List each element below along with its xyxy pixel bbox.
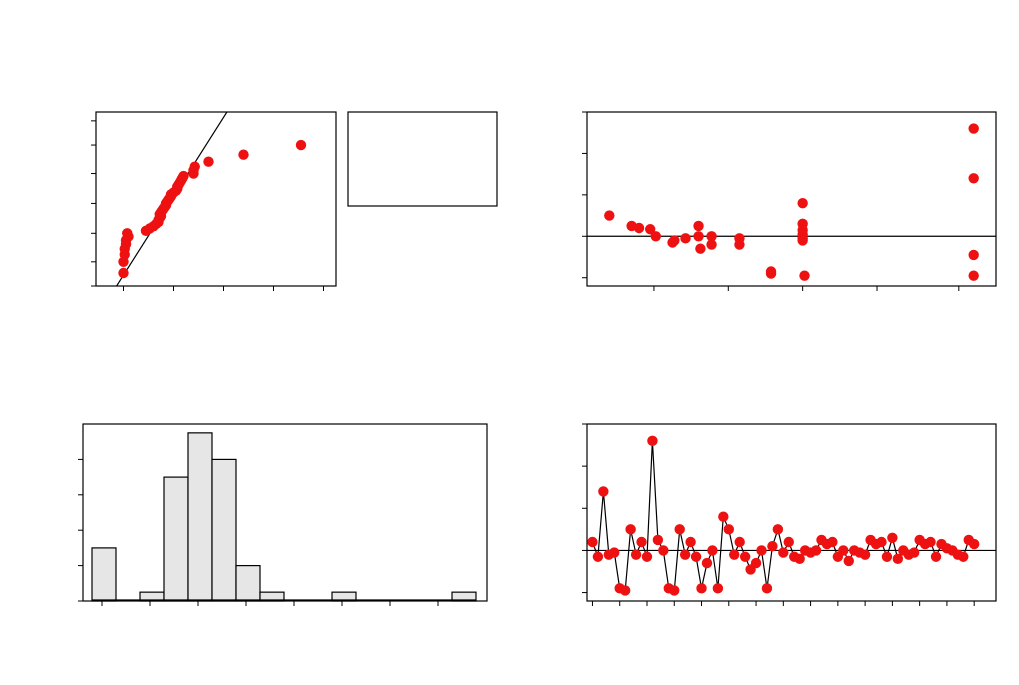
rvo-point [827,536,838,548]
rvo-point [669,585,680,596]
npp-point [238,149,249,160]
rvo-point [636,536,647,548]
hist-plot-frame [82,423,488,602]
rvo-point [685,536,696,548]
rvo-point [881,551,893,562]
legend-box [347,111,498,207]
rvf-point [706,231,717,242]
rvo-point [778,547,789,558]
histogram-bar [163,476,189,602]
rvf-point [693,220,704,232]
rvo-point [641,551,653,562]
rvo-point [696,583,707,594]
histogram-of-residuals [78,423,488,606]
rvo-point [729,549,740,560]
rvo-point [658,545,669,556]
rvo-point [712,583,724,594]
rvo-plot-frame [586,423,997,602]
rvo-point [794,553,805,565]
histogram-bar [211,458,237,602]
npp-point [122,228,133,239]
rvo-point [767,541,778,552]
rvo-point [679,549,691,560]
rvo-point [783,536,794,548]
rvo-point [909,547,920,558]
rvo-point [598,486,609,497]
rvo-point [592,551,604,562]
histogram-bar [259,591,285,602]
rvo-point [772,524,784,535]
npp-plot-frame [95,111,337,287]
rvf-point [669,235,680,246]
rvo-point [718,511,729,522]
rvo-point [843,555,854,567]
rvo-point [930,551,942,562]
rvf-plot-frame [586,111,997,287]
residuals-versus-fits-plot [582,111,997,291]
rvo-point [750,557,762,569]
rvo-point [761,583,773,594]
rvo-point [810,545,822,556]
rvf-point [968,249,979,261]
npp-point [189,161,200,172]
rvo-connecting-line [591,440,975,592]
npp-point [118,267,129,279]
rvf-point [650,231,661,242]
rvf-point [968,270,979,281]
normal-probability-plot [91,111,337,291]
rvf-point [693,231,704,242]
rvo-point [838,545,849,556]
rvo-point [887,532,898,543]
histogram-bar [235,564,261,602]
rvo-point [958,551,969,562]
rvo-point [630,549,642,560]
rvf-point [799,270,810,281]
rvo-point [734,536,745,548]
npp-point [203,156,214,167]
rvf-point [695,243,706,254]
rvf-point [797,197,808,209]
histogram-bar [331,591,357,602]
rvf-point [645,224,656,235]
rvo-point [925,536,936,548]
rvo-point [652,534,664,546]
rvo-point [739,551,751,562]
rvf-point [968,173,979,184]
rvo-point [690,551,702,562]
rvo-point [647,435,658,447]
rvf-point [765,266,777,277]
rvo-point [756,545,767,556]
residuals-versus-order-plot [582,423,997,606]
rvo-point [609,547,620,558]
rvf-point [797,235,808,246]
rvo-point [701,557,713,569]
rvo-point [892,553,904,565]
npp-point [178,170,189,182]
rvo-point [625,524,636,535]
rvf-point [633,222,645,234]
rvf-point [680,233,691,244]
rvo-point [619,585,631,596]
rvo-point [968,538,980,550]
rvo-point [723,524,734,535]
rvf-point [734,233,745,244]
rvo-point [859,549,871,560]
rvo-point [876,536,887,548]
rvf-point [706,239,717,250]
rvo-point [707,545,718,556]
npp-point [295,139,307,151]
rvf-point [968,123,979,134]
histogram-bar [451,591,477,602]
rvf-point [604,210,615,221]
histogram-bar [91,547,117,602]
rvo-point [587,536,598,548]
rvo-point [674,524,685,535]
legend-box-frame [347,111,498,207]
histogram-bar [187,432,213,602]
